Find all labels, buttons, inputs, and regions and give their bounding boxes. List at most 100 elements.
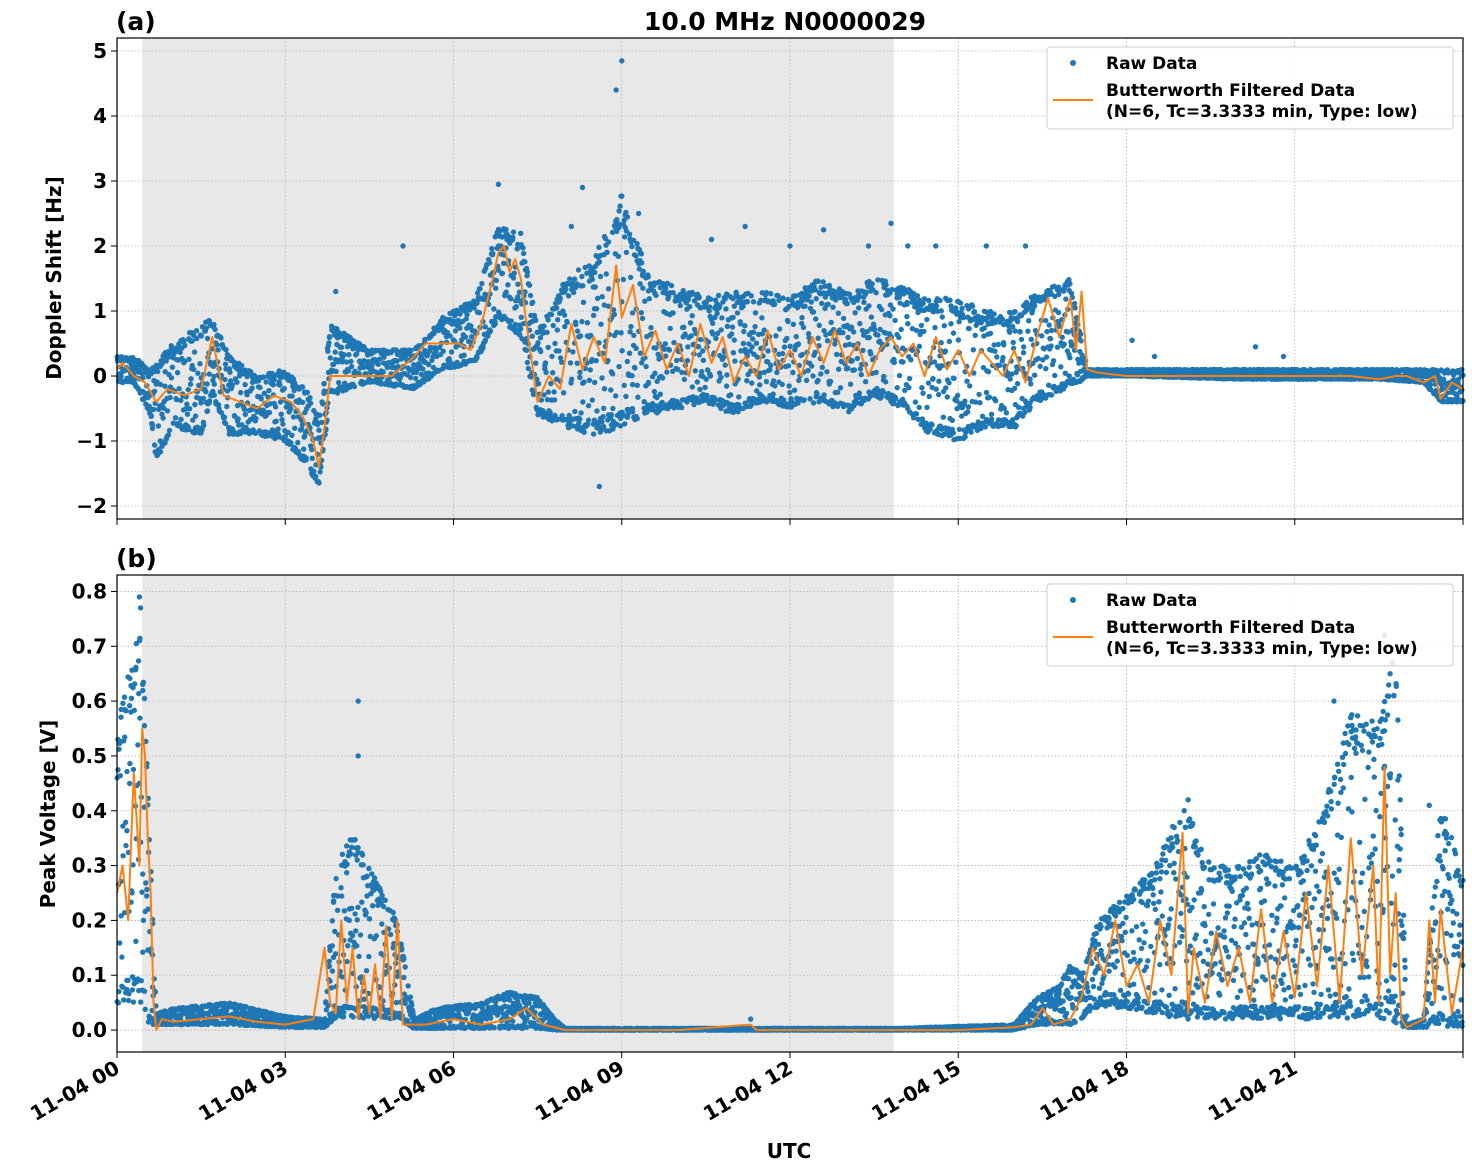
y-tick-label: −1: [76, 429, 107, 453]
raw-data-point: [468, 323, 474, 329]
raw-data-point: [765, 348, 771, 354]
raw-data-point: [849, 358, 855, 364]
raw-data-point: [493, 277, 499, 284]
raw-data-point: [599, 294, 605, 300]
raw-data-point: [115, 767, 121, 773]
raw-data-point: [400, 243, 406, 249]
raw-data-point: [966, 325, 972, 332]
raw-data-point: [742, 223, 748, 230]
raw-data-point: [662, 341, 668, 347]
raw-data-point: [749, 344, 755, 350]
raw-data-point: [848, 324, 855, 330]
raw-data-point: [184, 401, 190, 407]
raw-data-point: [542, 360, 549, 366]
raw-data-point: [121, 997, 127, 1003]
raw-data-point: [1129, 337, 1135, 343]
raw-data-point: [941, 323, 947, 329]
raw-data-point: [127, 675, 133, 682]
raw-data-point: [581, 379, 587, 385]
raw-data-point: [593, 306, 600, 312]
raw-data-point: [955, 337, 962, 343]
raw-data-point: [162, 369, 168, 375]
raw-data-point: [880, 389, 887, 395]
raw-data-point: [489, 245, 495, 252]
raw-data-point: [947, 297, 953, 303]
raw-data-point: [538, 348, 544, 355]
raw-data-point: [530, 299, 536, 305]
raw-data-point: [904, 313, 910, 320]
raw-data-point: [724, 372, 730, 378]
raw-data-point: [924, 316, 930, 323]
raw-data-point: [556, 348, 562, 354]
raw-data-point: [640, 268, 646, 274]
raw-data-point: [708, 236, 715, 243]
raw-data-point: [1031, 372, 1038, 378]
raw-data-point: [192, 413, 199, 419]
raw-data-point: [143, 880, 149, 886]
raw-data-point: [919, 385, 925, 391]
raw-data-point: [918, 322, 925, 329]
raw-data-point: [965, 404, 972, 410]
raw-data-point: [124, 828, 130, 834]
raw-data-point: [575, 267, 582, 273]
raw-data-point: [272, 404, 279, 410]
raw-data-point: [836, 366, 842, 372]
raw-data-point: [626, 231, 633, 237]
raw-data-point: [813, 316, 819, 322]
raw-data-point: [316, 480, 322, 486]
raw-data-point: [118, 373, 124, 380]
raw-data-point: [871, 327, 878, 333]
raw-data-point: [634, 415, 640, 422]
raw-data-point: [592, 379, 598, 386]
raw-data-point: [736, 394, 742, 400]
raw-data-point: [666, 347, 673, 353]
raw-data-point: [167, 394, 173, 401]
raw-data-point: [186, 406, 193, 412]
raw-data-point: [141, 988, 148, 994]
raw-data-point: [808, 299, 814, 305]
raw-data-point: [299, 399, 306, 405]
raw-data-point: [646, 296, 652, 302]
raw-data-point: [925, 380, 932, 386]
raw-data-point: [165, 432, 171, 438]
raw-data-point: [753, 340, 760, 346]
raw-data-point: [845, 365, 851, 371]
raw-data-point: [277, 382, 283, 388]
raw-data-point: [309, 446, 315, 453]
raw-data-point: [214, 342, 220, 348]
raw-data-point: [729, 331, 735, 337]
raw-data-point: [289, 393, 295, 399]
raw-data-point: [714, 310, 720, 317]
raw-data-point: [639, 315, 646, 322]
raw-data-point: [599, 375, 605, 381]
raw-data-point: [767, 367, 773, 373]
raw-data-point: [523, 347, 530, 353]
raw-data-point: [827, 378, 834, 385]
raw-data-point: [1028, 381, 1034, 387]
raw-data-point: [244, 392, 250, 398]
raw-data-point: [776, 326, 783, 332]
raw-data-point: [944, 394, 950, 400]
raw-data-point: [461, 352, 467, 358]
raw-data-point: [894, 385, 900, 391]
raw-data-point: [983, 389, 990, 396]
raw-data-point: [176, 386, 182, 392]
raw-data-point: [596, 244, 602, 250]
raw-data-point: [946, 380, 952, 386]
raw-data-point: [593, 358, 599, 364]
raw-data-point: [653, 292, 659, 299]
raw-data-point: [869, 281, 875, 287]
raw-data-point: [182, 358, 188, 364]
raw-data-point: [594, 408, 600, 414]
raw-data-point: [715, 292, 722, 299]
raw-data-point: [157, 381, 164, 388]
raw-data-point: [816, 322, 822, 328]
raw-data-point: [130, 766, 137, 773]
raw-data-point: [1010, 339, 1016, 346]
raw-data-point: [875, 332, 881, 338]
raw-data-point: [781, 344, 788, 350]
raw-data-point: [239, 362, 245, 369]
raw-data-point: [1014, 318, 1021, 325]
raw-data-point: [721, 354, 727, 360]
